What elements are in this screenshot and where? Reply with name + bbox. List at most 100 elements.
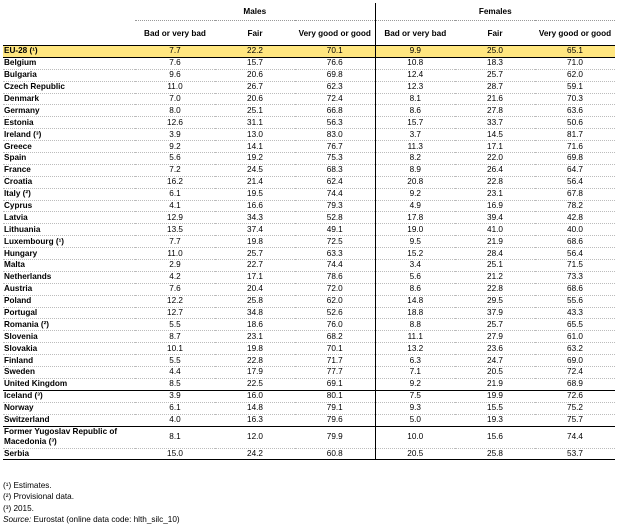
females-good-value: 42.8 [535, 211, 616, 225]
females-good-value: 68.6 [535, 235, 616, 249]
females-good-value: 64.7 [535, 164, 616, 177]
col-header-females-bad: Bad or very bad [374, 20, 456, 46]
males-bad-value: 2.9 [135, 259, 215, 272]
males-bad-value: 9.6 [135, 69, 215, 82]
males-good-value: 79.6 [295, 414, 376, 427]
males-fair-value: 25.1 [215, 104, 295, 118]
males-good-value: 60.8 [295, 448, 376, 461]
males-good-value: 76.7 [295, 140, 376, 154]
females-fair-value: 15.5 [455, 402, 536, 415]
country-name: United Kingdom [3, 378, 135, 391]
females-bad-value: 20.8 [374, 176, 456, 189]
females-fair-value: 33.7 [455, 116, 536, 130]
males-fair-value: 18.6 [215, 318, 295, 332]
country-name: Portugal [3, 307, 135, 320]
males-good-value: 52.6 [295, 307, 376, 320]
females-bad-value: 8.6 [374, 283, 456, 296]
table-row: Czech Republic 11.0 26.7 62.3 12.3 28.7 59.1 [3, 81, 616, 94]
males-fair-value: 20.4 [215, 283, 295, 296]
males-bad-value: 4.2 [135, 271, 215, 284]
males-fair-value: 19.5 [215, 188, 295, 201]
males-bad-value: 7.7 [135, 45, 215, 58]
females-fair-value: 18.3 [455, 57, 536, 70]
table-row: Lithuania 13.5 37.4 49.1 19.0 41.0 40.0 [3, 223, 616, 237]
females-fair-value: 28.7 [455, 81, 536, 94]
females-bad-value: 20.5 [374, 448, 456, 461]
males-good-value: 52.8 [295, 211, 376, 225]
females-good-value: 67.8 [535, 188, 616, 201]
females-fair-value: 14.5 [455, 128, 536, 142]
females-fair-value: 28.4 [455, 247, 536, 261]
females-bad-value: 8.8 [374, 318, 456, 332]
males-fair-value: 25.7 [215, 247, 295, 261]
females-fair-value: 24.7 [455, 354, 536, 368]
females-fair-value: 27.9 [455, 330, 536, 344]
females-bad-value: 5.6 [374, 271, 456, 284]
males-good-value: 79.9 [295, 426, 376, 449]
males-fair-value: 13.0 [215, 128, 295, 142]
table-row: Denmark 7.0 20.6 72.4 8.1 21.6 70.3 [3, 93, 616, 106]
males-bad-value: 3.9 [135, 390, 215, 403]
males-good-value: 70.1 [295, 45, 376, 58]
table-row: France 7.2 24.5 68.3 8.9 26.4 64.7 [3, 164, 616, 177]
females-good-value: 71.5 [535, 259, 616, 272]
country-name: Croatia [3, 176, 135, 189]
males-good-value: 74.4 [295, 188, 376, 201]
males-bad-value: 4.1 [135, 200, 215, 213]
males-fair-value: 16.0 [215, 390, 295, 403]
males-good-value: 71.7 [295, 354, 376, 368]
males-bad-value: 16.2 [135, 176, 215, 189]
females-bad-value: 15.2 [374, 247, 456, 261]
country-name: EU-28 (¹) [3, 45, 135, 58]
males-fair-value: 34.8 [215, 307, 295, 320]
males-bad-value: 15.0 [135, 448, 215, 461]
males-bad-value: 4.0 [135, 414, 215, 427]
source-label: Source: [3, 514, 32, 524]
females-good-value: 81.7 [535, 128, 616, 142]
males-good-value: 79.1 [295, 402, 376, 415]
males-bad-value: 6.1 [135, 188, 215, 201]
males-bad-value: 8.1 [135, 426, 215, 449]
country-name: Denmark [3, 93, 135, 106]
males-fair-value: 20.6 [215, 93, 295, 106]
females-bad-value: 12.4 [374, 69, 456, 82]
females-fair-value: 29.5 [455, 295, 536, 308]
females-fair-value: 25.1 [455, 259, 536, 272]
females-good-value: 74.4 [535, 426, 616, 449]
females-good-value: 73.3 [535, 271, 616, 284]
males-fair-value: 23.1 [215, 330, 295, 344]
country-name: Spain [3, 152, 135, 165]
females-good-value: 61.0 [535, 330, 616, 344]
females-fair-value: 22.8 [455, 283, 536, 296]
country-name: Bulgaria [3, 69, 135, 82]
females-bad-value: 4.9 [374, 200, 456, 213]
females-fair-value: 21.6 [455, 93, 536, 106]
females-good-value: 53.7 [535, 448, 616, 461]
males-bad-value: 10.1 [135, 342, 215, 356]
table-row: Slovakia 10.1 19.8 70.1 13.2 23.6 63.2 [3, 342, 616, 356]
males-fair-value: 12.0 [215, 426, 295, 449]
table-row: Netherlands 4.2 17.1 78.6 5.6 21.2 73.3 [3, 271, 616, 284]
males-fair-value: 20.6 [215, 69, 295, 82]
table-row: Cyprus 4.1 16.6 79.3 4.9 16.9 78.2 [3, 200, 616, 213]
females-fair-value: 20.5 [455, 366, 536, 379]
country-name: Ireland (³) [3, 128, 135, 142]
males-fair-value: 31.1 [215, 116, 295, 130]
males-fair-value: 17.1 [215, 271, 295, 284]
males-good-value: 70.1 [295, 342, 376, 356]
corner-cell-sub [3, 20, 135, 46]
country-name: Estonia [3, 116, 135, 130]
females-bad-value: 9.2 [374, 188, 456, 201]
males-bad-value: 7.7 [135, 235, 215, 249]
table-row: Former Yugoslav Republic of Macedonia (³… [3, 426, 616, 449]
males-good-value: 76.6 [295, 57, 376, 70]
males-fair-value: 22.7 [215, 259, 295, 272]
females-bad-value: 3.4 [374, 259, 456, 272]
country-name: Sweden [3, 366, 135, 379]
females-fair-value: 22.8 [455, 176, 536, 189]
females-bad-value: 18.8 [374, 307, 456, 320]
males-bad-value: 6.1 [135, 402, 215, 415]
health-perception-table: Males Females Bad or very bad Fair Very … [3, 3, 616, 461]
source-line: Source: Eurostat (online data code: hlth… [3, 514, 180, 525]
females-bad-value: 9.3 [374, 402, 456, 415]
